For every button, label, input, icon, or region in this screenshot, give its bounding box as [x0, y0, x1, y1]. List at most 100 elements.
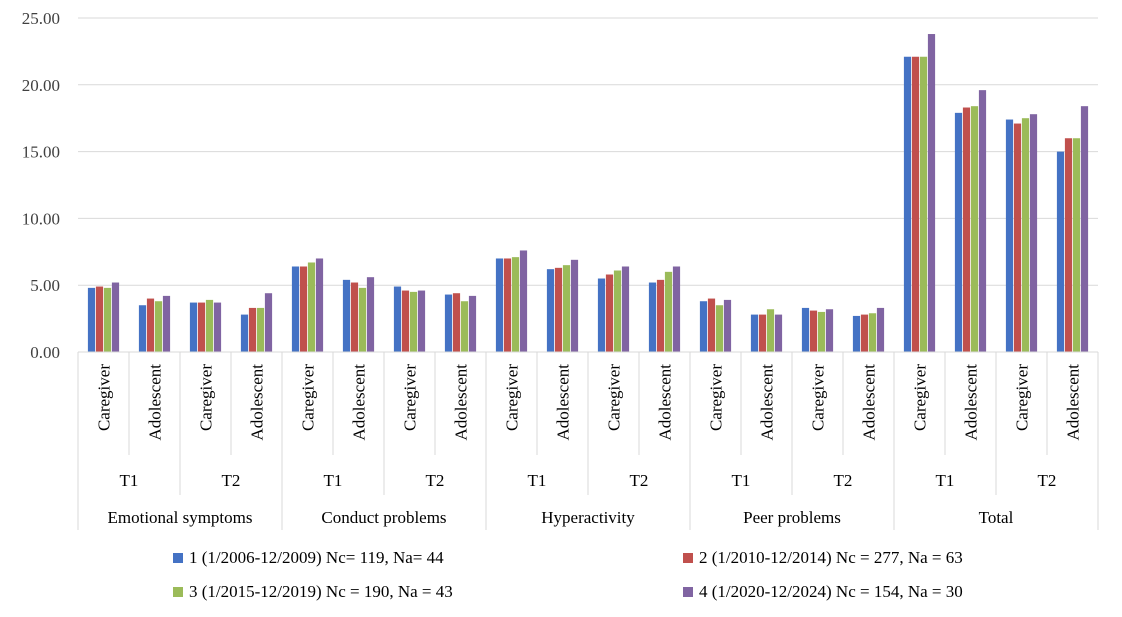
bar-series-1-cat-18: [954, 112, 963, 352]
bar-series-2-cat-8: [452, 293, 461, 352]
y-tick-label: 10.00: [22, 209, 60, 228]
y-tick-label: 20.00: [22, 76, 60, 95]
x-tick-label-rater: Adolescent: [146, 364, 165, 441]
bar-series-3-cat-4: [256, 307, 265, 352]
bar-series-3-cat-20: [1072, 138, 1081, 352]
bar-series-2-cat-18: [962, 107, 971, 353]
bar-series-1-cat-16: [852, 315, 861, 352]
bars: [87, 34, 1089, 353]
x-tick-label-rater: Adolescent: [554, 364, 573, 441]
x-tick-label-rater: Adolescent: [1064, 364, 1083, 441]
bar-series-3-cat-12: [664, 271, 673, 352]
bar-series-2-cat-20: [1064, 138, 1073, 352]
bar-series-4-cat-13: [723, 299, 732, 352]
legend-item-series-1: 1 (1/2006-12/2009) Nc= 119, Na= 44: [173, 548, 444, 568]
bar-series-1-cat-2: [138, 305, 147, 352]
bar-series-3-cat-8: [460, 301, 469, 352]
y-tick-label: 15.00: [22, 143, 60, 162]
bar-series-4-cat-4: [264, 293, 273, 352]
bar-series-2-cat-6: [350, 282, 359, 352]
x-tick-label-time: T2: [1038, 471, 1057, 490]
legend-swatch-series-4: [683, 587, 693, 597]
bar-series-2-cat-12: [656, 279, 665, 352]
bar-series-1-cat-10: [546, 269, 555, 352]
x-tick-label-rater: Caregiver: [911, 364, 930, 431]
bar-series-2-cat-4: [248, 307, 257, 352]
bar-series-4-cat-8: [468, 295, 477, 352]
bar-series-1-cat-20: [1056, 151, 1065, 352]
y-tick-label: 0.00: [30, 343, 60, 362]
bar-series-2-cat-5: [299, 266, 308, 352]
bar-series-1-cat-5: [291, 266, 300, 352]
bar-series-3-cat-18: [970, 106, 979, 353]
bar-series-1-cat-7: [393, 286, 402, 352]
x-tick-label-rater: Adolescent: [656, 364, 675, 441]
bar-series-1-cat-15: [801, 307, 810, 352]
x-tick-label-rater: Caregiver: [707, 364, 726, 431]
x-tick-label-time: T1: [732, 471, 751, 490]
bar-series-4-cat-12: [672, 266, 681, 352]
x-tick-label-rater: Adolescent: [860, 364, 879, 441]
legend-item-series-2: 2 (1/2010-12/2014) Nc = 277, Na = 63: [683, 548, 963, 568]
x-tick-label-time: T2: [630, 471, 649, 490]
legend-swatch-series-3: [173, 587, 183, 597]
bar-series-1-cat-1: [87, 287, 96, 352]
x-tick-label-rater: Caregiver: [197, 364, 216, 431]
x-tick-label-domain: Conduct problems: [321, 508, 446, 527]
bar-series-1-cat-17: [903, 56, 912, 353]
x-tick-label-time: T1: [120, 471, 139, 490]
bar-series-4-cat-3: [213, 302, 222, 352]
bar-series-1-cat-19: [1005, 119, 1014, 352]
bar-series-2-cat-19: [1013, 123, 1022, 352]
bar-series-4-cat-10: [570, 259, 579, 352]
bar-series-3-cat-9: [511, 257, 520, 352]
bar-series-2-cat-10: [554, 267, 563, 352]
bar-series-1-cat-8: [444, 294, 453, 352]
x-tick-label-rater: Adolescent: [452, 364, 471, 441]
bar-series-3-cat-6: [358, 287, 367, 352]
bar-series-4-cat-2: [162, 295, 171, 352]
bar-series-4-cat-20: [1080, 106, 1089, 353]
bar-series-4-cat-19: [1029, 114, 1038, 352]
x-tick-label-domain: Hyperactivity: [541, 508, 635, 527]
legend-swatch-series-1: [173, 553, 183, 563]
x-tick-label-rater: Caregiver: [401, 364, 420, 431]
bar-series-3-cat-7: [409, 291, 418, 352]
bar-series-3-cat-1: [103, 287, 112, 352]
bar-series-3-cat-13: [715, 305, 724, 352]
bar-series-4-cat-5: [315, 258, 324, 352]
bar-series-1-cat-9: [495, 258, 504, 352]
bar-series-1-cat-14: [750, 314, 759, 352]
bar-series-2-cat-7: [401, 290, 410, 352]
legend-label-series-1: 1 (1/2006-12/2009) Nc= 119, Na= 44: [189, 548, 444, 567]
bar-series-4-cat-17: [927, 34, 936, 352]
bar-series-1-cat-4: [240, 314, 249, 352]
legend-label-series-4: 4 (1/2020-12/2024) Nc = 154, Na = 30: [699, 582, 963, 601]
y-tick-label: 25.00: [22, 9, 60, 28]
x-tick-label-rater: Adolescent: [350, 364, 369, 441]
bar-series-2-cat-9: [503, 258, 512, 352]
x-tick-label-rater: Caregiver: [1013, 364, 1032, 431]
x-tick-label-domain: Emotional symptoms: [108, 508, 253, 527]
bar-series-3-cat-2: [154, 301, 163, 352]
x-tick-label-time: T1: [936, 471, 955, 490]
x-tick-label-rater: Adolescent: [248, 364, 267, 441]
bar-series-3-cat-16: [868, 313, 877, 352]
bar-series-2-cat-11: [605, 274, 614, 352]
x-tick-label-time: T1: [324, 471, 343, 490]
bar-series-1-cat-13: [699, 301, 708, 352]
legend-label-series-3: 3 (1/2015-12/2019) Nc = 190, Na = 43: [189, 582, 453, 601]
bar-series-2-cat-16: [860, 314, 869, 352]
y-tick-label: 5.00: [30, 276, 60, 295]
x-tick-label-time: T2: [834, 471, 853, 490]
x-tick-label-domain: Total: [979, 508, 1014, 527]
bar-series-2-cat-13: [707, 298, 716, 352]
bar-series-1-cat-11: [597, 278, 606, 352]
bar-series-4-cat-9: [519, 250, 528, 352]
legend-item-series-4: 4 (1/2020-12/2024) Nc = 154, Na = 30: [683, 582, 963, 602]
bar-series-2-cat-17: [911, 56, 920, 353]
bar-series-4-cat-14: [774, 314, 783, 352]
bar-series-2-cat-15: [809, 310, 818, 352]
